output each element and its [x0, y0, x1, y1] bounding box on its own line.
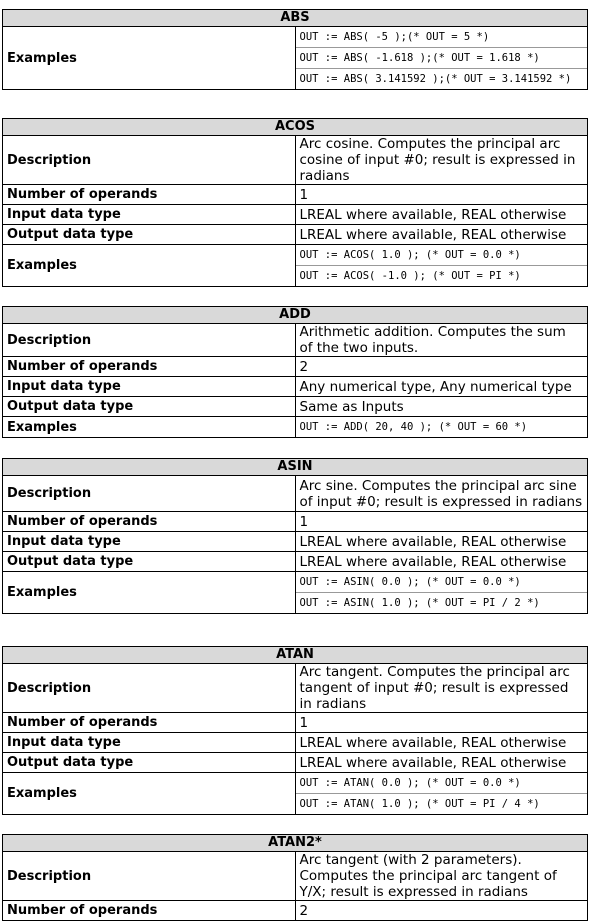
output-type-label: Output data type	[2, 224, 296, 245]
description-label: Description	[2, 663, 296, 713]
examples-cell: OUT := ACOS( 1.0 ); (* OUT = 0.0 *) OUT …	[294, 244, 588, 287]
description-label: Description	[2, 135, 296, 185]
examples-cell: OUT := ATAN( 0.0 ); (* OUT = 0.0 *) OUT …	[294, 772, 588, 815]
input-type-label: Input data type	[2, 376, 296, 397]
example-line: OUT := ASIN( 1.0 ); (* OUT = PI / 2 *)	[295, 592, 587, 613]
example-line: OUT := ATAN( 0.0 ); (* OUT = 0.0 *)	[299, 777, 521, 789]
operands-label: Number of operands	[2, 356, 296, 377]
example-line: OUT := ACOS( -1.0 ); (* OUT = PI *)	[295, 265, 587, 286]
table-title: ADD	[2, 306, 588, 324]
description-label: Description	[2, 475, 296, 512]
operands-value: 2	[294, 900, 588, 921]
examples-cell: OUT := ADD( 20, 40 ); (* OUT = 60 *)	[294, 416, 588, 438]
table-title: ASIN	[2, 458, 588, 476]
example-line: OUT := ATAN( 1.0 ); (* OUT = PI / 4 *)	[295, 793, 587, 814]
examples-label: Examples	[2, 772, 296, 815]
output-type-value: LREAL where available, REAL otherwise	[294, 752, 588, 773]
atan2-table: ATAN2* Description Arc tangent (with 2 p…	[2, 834, 588, 921]
operands-value: 1	[294, 511, 588, 532]
example-line: OUT := ABS( -1.618 );(* OUT = 1.618 *)	[295, 47, 587, 68]
input-type-value: LREAL where available, REAL otherwise	[294, 204, 588, 225]
description-value: Arc tangent (with 2 parameters). Compute…	[294, 851, 588, 901]
operands-label: Number of operands	[2, 511, 296, 532]
examples-label: Examples	[2, 571, 296, 614]
example-line: OUT := ACOS( 1.0 ); (* OUT = 0.0 *)	[299, 249, 521, 261]
add-table: ADD Description Arithmetic addition. Com…	[2, 306, 588, 438]
operands-value: 2	[294, 356, 588, 377]
description-label: Description	[2, 323, 296, 357]
example-line: OUT := ABS( 3.141592 );(* OUT = 3.141592…	[295, 68, 587, 89]
operands-label: Number of operands	[2, 712, 296, 733]
input-type-label: Input data type	[2, 531, 296, 552]
description-value: Arc tangent. Computes the principal arc …	[294, 663, 588, 713]
example-line: OUT := ABS( -5 );(* OUT = 5 *)	[299, 31, 490, 43]
example-line: OUT := ADD( 20, 40 ); (* OUT = 60 *)	[299, 421, 528, 433]
abs-table: ABS Examples OUT := ABS( -5 );(* OUT = 5…	[2, 9, 588, 90]
table-title: ATAN	[2, 646, 588, 664]
output-type-value: LREAL where available, REAL otherwise	[294, 224, 588, 245]
description-value: Arc sine. Computes the principal arc sin…	[294, 475, 588, 512]
output-type-label: Output data type	[2, 752, 296, 773]
table-title: ACOS	[2, 118, 588, 136]
input-type-label: Input data type	[2, 732, 296, 753]
operands-label: Number of operands	[2, 184, 296, 205]
table-title: ATAN2*	[2, 834, 588, 852]
output-type-value: Same as Inputs	[294, 396, 588, 417]
description-value: Arc cosine. Computes the principal arc c…	[294, 135, 588, 185]
atan-table: ATAN Description Arc tangent. Computes t…	[2, 646, 588, 815]
operands-label: Number of operands	[2, 900, 296, 921]
example-line: OUT := ASIN( 0.0 ); (* OUT = 0.0 *)	[299, 576, 521, 588]
input-type-value: LREAL where available, REAL otherwise	[294, 531, 588, 552]
input-type-label: Input data type	[2, 204, 296, 225]
input-type-value: LREAL where available, REAL otherwise	[294, 732, 588, 753]
output-type-label: Output data type	[2, 396, 296, 417]
asin-table: ASIN Description Arc sine. Computes the …	[2, 458, 588, 614]
output-type-value: LREAL where available, REAL otherwise	[294, 551, 588, 572]
examples-cell: OUT := ASIN( 0.0 ); (* OUT = 0.0 *) OUT …	[294, 571, 588, 614]
examples-label: Examples	[2, 244, 296, 287]
examples-label: Examples	[2, 26, 296, 90]
examples-label: Examples	[2, 416, 296, 438]
input-type-value: Any numerical type, Any numerical type	[294, 376, 588, 397]
table-title: ABS	[2, 9, 588, 27]
examples-cell: OUT := ABS( -5 );(* OUT = 5 *) OUT := AB…	[294, 26, 588, 90]
operands-value: 1	[294, 712, 588, 733]
acos-table: ACOS Description Arc cosine. Computes th…	[2, 118, 588, 287]
description-value: Arithmetic addition. Computes the sum of…	[294, 323, 588, 357]
operands-value: 1	[294, 184, 588, 205]
output-type-label: Output data type	[2, 551, 296, 572]
description-label: Description	[2, 851, 296, 901]
